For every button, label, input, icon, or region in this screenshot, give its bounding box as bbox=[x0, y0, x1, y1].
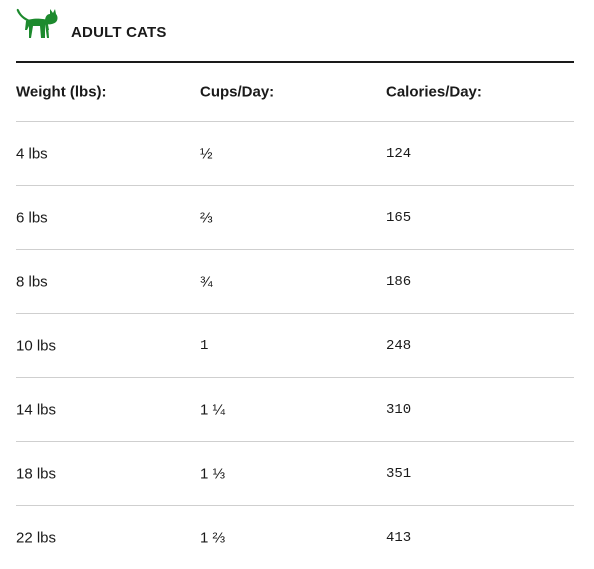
cups-cell: ¾ bbox=[200, 273, 213, 290]
cups-cell: 1 ⅓ bbox=[200, 465, 226, 482]
section-title: ADULT CATS bbox=[71, 24, 167, 41]
weight-cell: 4 lbs bbox=[16, 145, 48, 162]
weight-cell: 8 lbs bbox=[16, 273, 48, 290]
weight-cell: 22 lbs bbox=[16, 529, 57, 546]
column-header-calories: Calories/Day: bbox=[386, 83, 482, 101]
column-header-cups: Cups/Day: bbox=[200, 83, 275, 101]
table-row: 18 lbs 1 ⅓ 351 bbox=[16, 442, 574, 506]
weight-cell: 10 lbs bbox=[16, 337, 57, 354]
cups-cell: ½ bbox=[200, 145, 213, 162]
table-row: 22 lbs 1 ⅔ 413 bbox=[16, 506, 574, 569]
table-row: 14 lbs 1 ¼ 310 bbox=[16, 378, 574, 442]
calories-cell: 248 bbox=[386, 337, 412, 354]
cups-cell: 1 ¼ bbox=[200, 401, 226, 418]
calories-cell: 413 bbox=[386, 529, 412, 546]
cat-icon bbox=[16, 8, 58, 38]
calories-cell: 351 bbox=[386, 465, 412, 482]
table-row: 8 lbs ¾ 186 bbox=[16, 250, 574, 314]
calories-cell: 124 bbox=[386, 145, 412, 162]
table-row: 4 lbs ½ 124 bbox=[16, 122, 574, 186]
cups-cell: ⅔ bbox=[200, 209, 213, 226]
calories-cell: 310 bbox=[386, 401, 412, 418]
table-row: 6 lbs ⅔ 165 bbox=[16, 186, 574, 250]
section-header: ADULT CATS bbox=[16, 8, 574, 63]
calories-cell: 186 bbox=[386, 273, 412, 290]
feeding-table: Weight (lbs): Cups/Day: Calories/Day: 4 … bbox=[16, 63, 574, 569]
calories-cell: 165 bbox=[386, 209, 412, 226]
weight-cell: 6 lbs bbox=[16, 209, 48, 226]
cups-cell: 1 bbox=[200, 337, 209, 354]
column-header-weight: Weight (lbs): bbox=[16, 83, 107, 101]
weight-cell: 18 lbs bbox=[16, 465, 57, 482]
weight-cell: 14 lbs bbox=[16, 401, 57, 418]
table-header-row: Weight (lbs): Cups/Day: Calories/Day: bbox=[16, 63, 574, 122]
table-row: 10 lbs 1 248 bbox=[16, 314, 574, 378]
cups-cell: 1 ⅔ bbox=[200, 529, 226, 546]
